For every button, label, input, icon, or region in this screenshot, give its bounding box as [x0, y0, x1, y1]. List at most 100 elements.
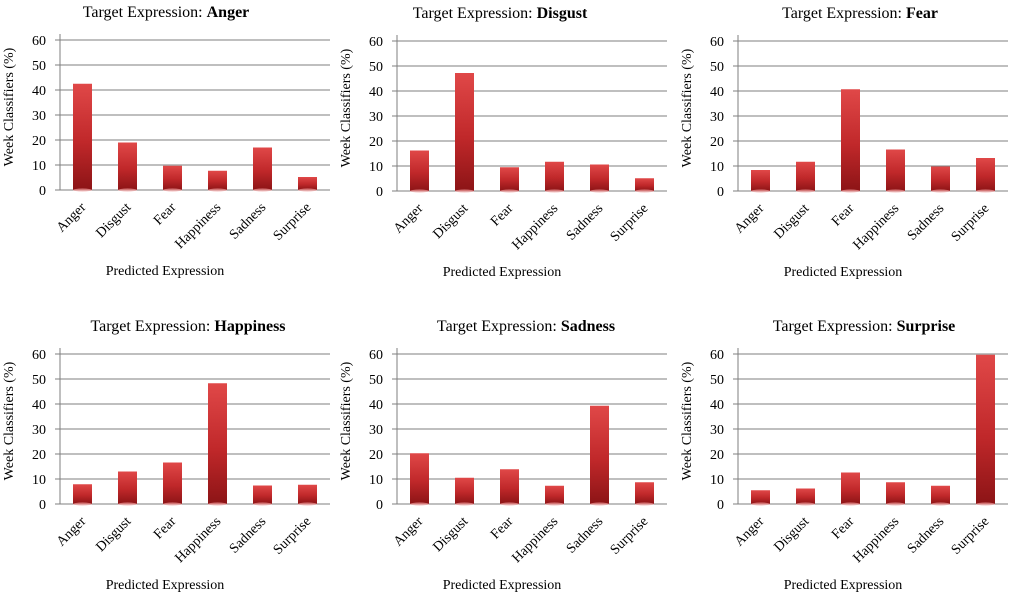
- bar-base-highlight: [500, 502, 519, 506]
- bar-base-highlight: [545, 502, 564, 506]
- chart-title-prefix: Target Expression:: [83, 4, 207, 21]
- bar-base-highlight: [590, 189, 609, 193]
- y-tick-label: 30: [710, 110, 724, 125]
- bar-base-highlight: [118, 502, 137, 506]
- bar-base-highlight: [841, 189, 860, 193]
- y-tick-label: 40: [369, 85, 383, 100]
- y-tick-label: 0: [376, 185, 383, 200]
- bar-disgust: [796, 488, 815, 504]
- chart-title-prefix: Target Expression:: [782, 5, 906, 22]
- bar-happiness: [545, 161, 564, 191]
- bar-base-highlight: [163, 502, 182, 506]
- y-tick-label: 20: [710, 135, 724, 150]
- bar-base-highlight: [796, 502, 815, 506]
- x-tick-label: Happiness: [509, 201, 561, 253]
- bar-base-highlight: [545, 189, 564, 193]
- y-tick-label: 50: [369, 373, 383, 388]
- x-tick-label: Happiness: [172, 200, 224, 252]
- bar-base-highlight: [73, 188, 92, 192]
- x-axis-title: Predicted Expression: [784, 578, 903, 593]
- y-tick-label: 20: [32, 448, 46, 463]
- x-tick-label: Sadness: [227, 514, 270, 557]
- x-tick-label: Fear: [829, 201, 857, 229]
- bar-base-highlight: [455, 502, 474, 506]
- bar-base-highlight: [590, 502, 609, 506]
- bar-happiness: [208, 383, 227, 504]
- y-tick-label: 20: [710, 448, 724, 463]
- bar-fear: [163, 462, 182, 504]
- bar-base-highlight: [886, 189, 905, 193]
- y-axis-title: Week Classifiers (%): [680, 361, 695, 480]
- x-axis-title: Predicted Expression: [443, 265, 562, 280]
- bar-base-highlight: [841, 502, 860, 506]
- bar-sadness: [253, 147, 272, 190]
- x-tick-label: Disgust: [93, 200, 134, 241]
- chart-fear: Target Expression: Fear 0 10 20 30 40 50 60 Ange…: [680, 5, 1008, 280]
- x-tick-label: Happiness: [509, 514, 561, 566]
- y-tick-label: 40: [32, 398, 46, 413]
- x-tick-label: Disgust: [771, 201, 812, 242]
- bar-fear: [163, 165, 182, 190]
- y-tick-label: 60: [710, 348, 724, 363]
- y-tick-label: 50: [369, 60, 383, 75]
- x-tick-label: Fear: [488, 514, 516, 542]
- bar-happiness: [208, 170, 227, 190]
- bar-surprise: [976, 158, 995, 191]
- bar-base-highlight: [455, 189, 474, 193]
- bar-disgust: [118, 471, 137, 504]
- chart-disgust: Target Expression: Disgust 0 10 20 30 40 50 60 A…: [339, 5, 667, 280]
- chart-title-emphasis: Happiness: [214, 318, 285, 335]
- bar-base-highlight: [751, 189, 770, 193]
- x-tick-label: Anger: [391, 514, 427, 550]
- y-tick-label: 60: [369, 35, 383, 50]
- x-axis-title: Predicted Expression: [784, 265, 903, 280]
- y-tick-label: 40: [710, 398, 724, 413]
- bar-happiness: [886, 149, 905, 191]
- y-axis-title: Week Classifiers (%): [339, 48, 354, 167]
- bar-anger: [73, 484, 92, 504]
- bar-base-highlight: [931, 189, 950, 193]
- bar-base-highlight: [796, 189, 815, 193]
- y-tick-label: 60: [32, 34, 46, 49]
- y-tick-label: 30: [32, 423, 46, 438]
- bar-fear: [500, 469, 519, 504]
- x-tick-label: Happiness: [172, 514, 224, 566]
- chart-surprise: Target Expression: Surprise 0 10 20 30 40 50 60…: [680, 318, 1008, 593]
- x-tick-label: Anger: [54, 200, 90, 236]
- x-tick-label: Disgust: [430, 514, 471, 555]
- bar-anger: [410, 453, 429, 504]
- x-tick-label: Surprise: [271, 514, 315, 558]
- chart-happiness: Target Expression: Happiness 0 10 20 30 40 50 6…: [2, 318, 330, 593]
- bar-base-highlight: [163, 188, 182, 192]
- bar-sadness: [253, 485, 272, 504]
- chart-title-emphasis: Sadness: [561, 318, 615, 335]
- bar-disgust: [455, 73, 474, 191]
- y-tick-label: 40: [710, 85, 724, 100]
- x-tick-label: Sadness: [905, 514, 948, 557]
- y-tick-label: 50: [32, 373, 46, 388]
- x-axis-title: Predicted Expression: [106, 578, 225, 593]
- y-tick-label: 0: [39, 184, 46, 199]
- y-tick-label: 50: [32, 59, 46, 74]
- bar-base-highlight: [635, 502, 654, 506]
- y-tick-label: 10: [369, 473, 383, 488]
- y-tick-label: 10: [369, 160, 383, 175]
- bar-surprise: [298, 177, 317, 190]
- y-tick-label: 40: [32, 84, 46, 99]
- bar-anger: [410, 150, 429, 191]
- y-tick-label: 60: [369, 348, 383, 363]
- bar-base-highlight: [410, 189, 429, 193]
- x-tick-label: Sadness: [905, 201, 948, 244]
- x-tick-label: Fear: [829, 514, 857, 542]
- x-tick-label: Disgust: [771, 514, 812, 555]
- chart-title-emphasis: Disgust: [537, 5, 588, 22]
- bar-base-highlight: [253, 188, 272, 192]
- y-tick-label: 10: [32, 159, 46, 174]
- y-tick-label: 40: [369, 398, 383, 413]
- bar-happiness: [545, 485, 564, 504]
- x-tick-label: Surprise: [949, 514, 993, 558]
- x-tick-label: Sadness: [564, 514, 607, 557]
- bar-base-highlight: [751, 502, 770, 506]
- y-tick-label: 0: [376, 498, 383, 513]
